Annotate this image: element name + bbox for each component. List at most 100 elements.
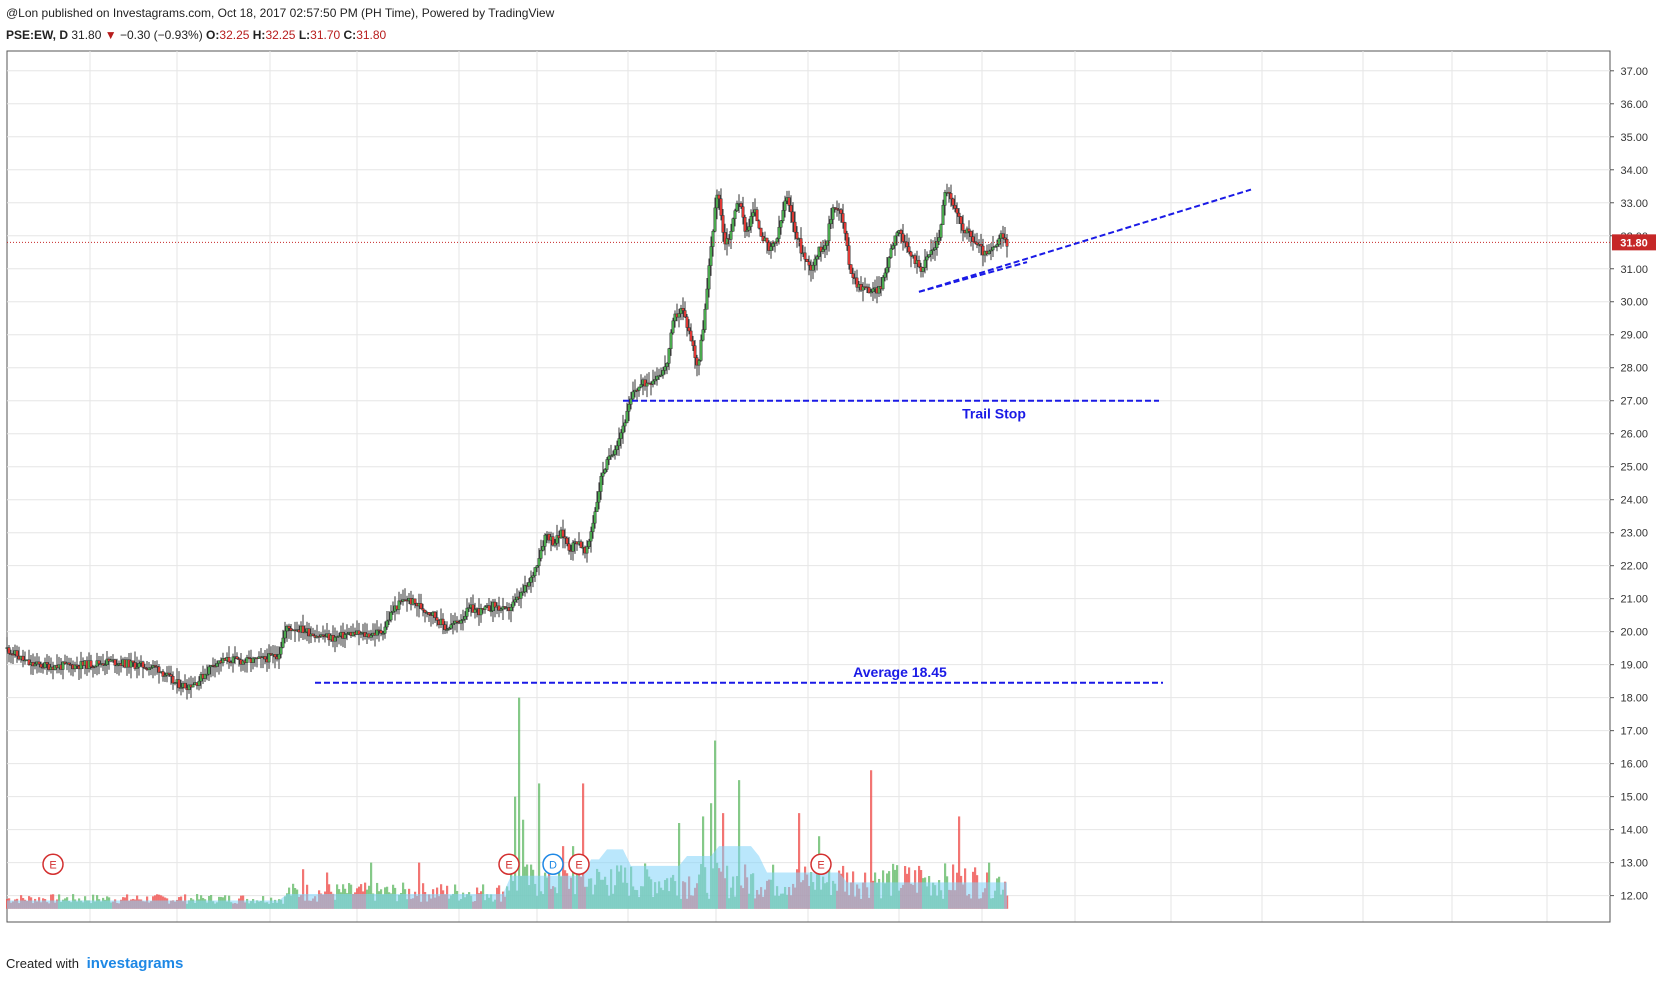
- candle-body: [829, 219, 833, 225]
- candle-body: [317, 635, 321, 638]
- candle-body: [869, 291, 873, 294]
- candle-body: [555, 535, 559, 544]
- candle-body: [821, 249, 825, 252]
- candle-body: [311, 633, 315, 636]
- candle-body: [609, 455, 613, 457]
- event-marker-e: [810, 853, 832, 876]
- candle-body: [933, 247, 937, 250]
- candle-body: [981, 245, 985, 256]
- candle-body: [771, 243, 775, 247]
- candle-body: [779, 220, 783, 228]
- event-marker-e: [42, 853, 64, 876]
- y-tick-label: 23.00: [1620, 528, 1648, 540]
- last-price-badge: [1612, 234, 1656, 251]
- candle-body: [527, 582, 531, 587]
- candle-body: [783, 200, 787, 211]
- candle-body: [513, 599, 517, 603]
- candle-body: [627, 404, 631, 412]
- candle-body: [551, 536, 555, 546]
- event-marker-e: [568, 853, 590, 876]
- price-chart[interactable]: 37.0036.0035.0034.0033.0032.0031.0030.00…: [0, 48, 1656, 928]
- candle-body: [183, 682, 187, 689]
- candle-body: [141, 661, 145, 668]
- candle-body: [669, 332, 673, 349]
- candle-body: [387, 619, 391, 622]
- candle-body: [871, 288, 875, 293]
- candle-body: [187, 684, 191, 691]
- candle-body: [689, 330, 693, 342]
- volume-bar: [582, 783, 585, 909]
- candle-body: [619, 432, 623, 439]
- candle-body: [953, 205, 957, 209]
- candle-body: [795, 231, 799, 239]
- y-tick-label: 14.00: [1620, 825, 1648, 837]
- candle-body: [855, 277, 859, 288]
- down-arrow-icon: ▼: [104, 28, 117, 42]
- candle-body: [379, 630, 383, 634]
- candle-body: [607, 455, 611, 460]
- candle-body: [805, 258, 809, 262]
- candle-body: [101, 663, 105, 666]
- candle-body: [523, 585, 527, 593]
- candle-body: [955, 208, 959, 214]
- candle-body: [845, 233, 849, 246]
- candle-body: [679, 308, 683, 314]
- candle-body: [541, 546, 545, 551]
- y-tick-label: 35.00: [1620, 132, 1648, 144]
- candle-body: [939, 224, 943, 238]
- close-key: C:: [343, 28, 357, 42]
- candle-body: [663, 366, 667, 371]
- candle-body: [455, 620, 459, 623]
- candle-body: [891, 245, 895, 249]
- candle-body: [613, 449, 617, 455]
- candle-body: [747, 226, 751, 231]
- change-label: −0.30 (−0.93%): [119, 28, 203, 42]
- candle-body: [743, 216, 747, 232]
- candle-body: [957, 212, 961, 217]
- y-tick-label: 16.00: [1620, 759, 1648, 771]
- candle-body: [595, 501, 599, 512]
- candle-body: [733, 210, 737, 220]
- candle-body: [989, 249, 993, 252]
- candle-body: [823, 245, 827, 250]
- candle-body: [929, 250, 933, 255]
- candle-body: [511, 601, 515, 608]
- candle-body: [337, 635, 341, 638]
- candle-body: [691, 340, 695, 347]
- candle-body: [759, 227, 763, 237]
- candle-body: [369, 635, 373, 638]
- candle-body: [543, 534, 547, 547]
- candle-body: [593, 511, 597, 524]
- candle-body: [267, 653, 271, 663]
- candle-body: [707, 265, 711, 290]
- candle-body: [133, 662, 137, 669]
- y-tick-label: 20.00: [1620, 627, 1648, 639]
- candle-body: [397, 600, 401, 610]
- footer: Created with investagrams: [6, 955, 183, 972]
- candle-body: [723, 232, 727, 245]
- candle-body: [835, 208, 839, 210]
- candle-body: [413, 598, 417, 604]
- candle-body: [969, 231, 973, 237]
- candle-body: [731, 218, 735, 232]
- candle-body: [651, 380, 655, 385]
- candle-body: [881, 277, 885, 290]
- candle-body: [391, 610, 395, 613]
- annotation-label: Average 18.45: [853, 664, 947, 680]
- brand-logo: investagrams: [86, 955, 184, 972]
- candle-body: [605, 459, 609, 470]
- candle-body: [725, 238, 729, 245]
- candle-body: [497, 605, 501, 611]
- candle-body: [645, 382, 649, 387]
- candle-body: [171, 676, 175, 684]
- candle-body: [93, 665, 97, 668]
- candle-body: [827, 223, 831, 242]
- candle-body: [115, 664, 119, 667]
- candle-body: [721, 215, 725, 233]
- candle-body: [427, 612, 431, 615]
- candle-body: [11, 653, 15, 656]
- candle-body: [847, 245, 851, 265]
- candle-body: [913, 255, 917, 264]
- candle-body: [701, 329, 705, 341]
- y-tick-label: 28.00: [1620, 363, 1648, 375]
